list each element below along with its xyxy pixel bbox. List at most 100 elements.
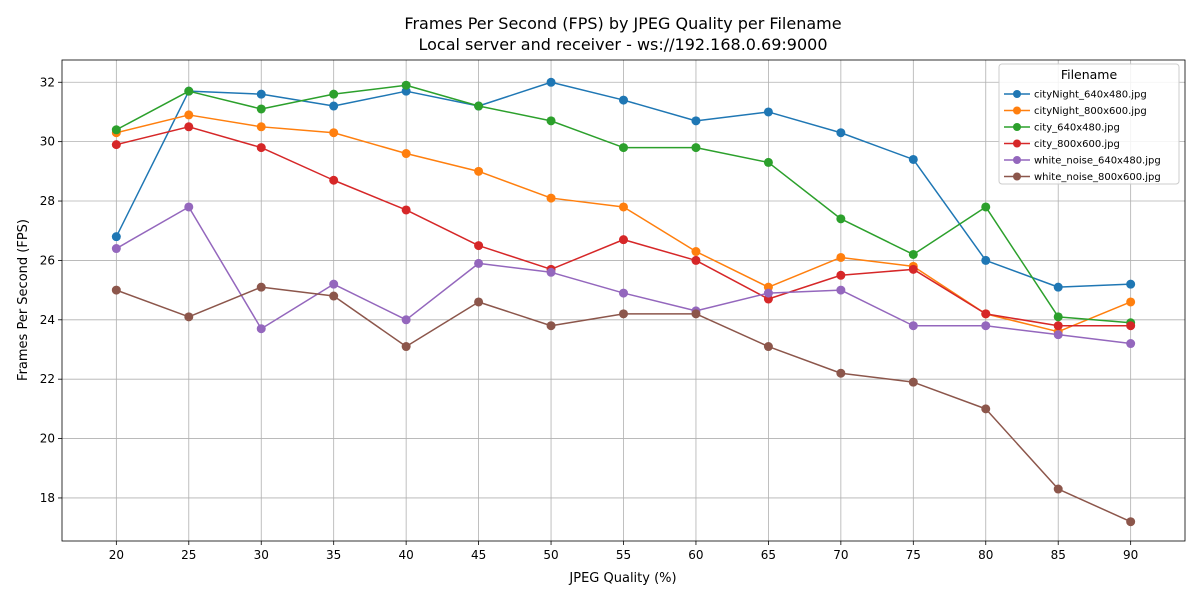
x-tick-label: 70 [833, 548, 848, 562]
data-point [908, 377, 918, 387]
data-point [401, 80, 411, 90]
series-layer [111, 77, 1136, 527]
legend-item: white_noise_640x480.jpg [1004, 156, 1161, 167]
data-point [908, 154, 918, 164]
y-axis: 18 20 22 24 26 28 30 32 [40, 75, 62, 505]
data-point [546, 77, 556, 87]
x-tick-label: 75 [906, 548, 921, 562]
legend-swatch-marker [1013, 139, 1021, 148]
data-point [184, 110, 194, 120]
data-point [619, 309, 628, 319]
data-point [111, 232, 121, 242]
y-tick-label: 26 [40, 253, 55, 267]
y-tick-label: 30 [40, 135, 55, 149]
data-point [619, 288, 628, 298]
x-tick-label: 80 [978, 548, 993, 562]
legend-swatch-marker [1013, 123, 1021, 131]
series-4 [111, 122, 1136, 331]
x-tick-label: 35 [326, 548, 341, 562]
legend-swatch-marker [1013, 172, 1021, 181]
data-point [836, 368, 846, 378]
data-point [1126, 321, 1136, 331]
data-point [691, 247, 701, 257]
legend-label: white_noise_800x600.jpg [1034, 172, 1161, 183]
data-point [111, 140, 121, 150]
x-tick-label: 25 [181, 548, 196, 562]
data-point [908, 321, 918, 331]
data-point [546, 267, 556, 277]
data-point [111, 125, 121, 135]
data-point [184, 202, 194, 212]
data-point [836, 214, 846, 224]
x-tick-label: 55 [616, 548, 631, 562]
data-point [836, 252, 846, 262]
legend-title: Filename [1061, 67, 1118, 82]
x-tick-label: 85 [1051, 548, 1066, 562]
series-6 [111, 282, 1136, 527]
legend-item: city_800x600.jpg [1004, 139, 1120, 150]
y-tick-label: 22 [40, 372, 55, 386]
legend-label: white_noise_640x480.jpg [1034, 156, 1161, 167]
x-tick-label: 90 [1123, 548, 1138, 562]
data-point [691, 309, 701, 319]
data-point [1053, 321, 1063, 331]
data-point [329, 279, 339, 289]
y-tick-label: 32 [40, 75, 55, 89]
x-tick-label: 45 [471, 548, 486, 562]
data-point [256, 324, 266, 334]
x-tick-label: 65 [761, 548, 776, 562]
data-point [111, 285, 121, 295]
legend-item: cityNight_800x600.jpg [1004, 106, 1147, 117]
data-point [1053, 282, 1063, 292]
series-1 [111, 77, 1136, 292]
data-point [1126, 279, 1136, 289]
y-tick-label: 18 [40, 491, 55, 505]
series-3 [111, 80, 1136, 328]
series-5 [111, 202, 1136, 349]
data-point [546, 116, 556, 126]
data-point [111, 244, 121, 254]
x-tick-label: 50 [543, 548, 558, 562]
x-tick-label: 30 [254, 548, 269, 562]
data-point [1053, 312, 1063, 322]
legend-item: cityNight_640x480.jpg [1004, 90, 1147, 101]
data-point [256, 282, 266, 292]
y-axis-label: Frames Per Second (FPS) [16, 219, 31, 381]
data-point [184, 122, 194, 132]
x-tick-label: 20 [109, 548, 124, 562]
data-point [1053, 484, 1063, 494]
data-point [619, 202, 628, 212]
data-point [981, 202, 991, 212]
data-point [691, 116, 701, 126]
y-tick-label: 24 [40, 313, 55, 327]
data-point [908, 264, 918, 274]
data-point [329, 128, 339, 138]
legend: Filename cityNight_640x480.jpg cityNight_… [998, 63, 1180, 185]
legend-label: cityNight_800x600.jpg [1034, 106, 1147, 117]
legend-box [998, 63, 1180, 185]
legend-item: city_640x480.jpg [1004, 123, 1120, 134]
data-point [981, 404, 991, 414]
data-point [763, 288, 773, 298]
y-tick-label: 20 [40, 432, 55, 446]
data-point [329, 89, 339, 99]
legend-label: cityNight_640x480.jpg [1034, 90, 1147, 101]
data-point [619, 95, 628, 105]
data-point [763, 107, 773, 117]
legend-swatch-marker [1013, 90, 1021, 98]
data-point [256, 104, 266, 114]
data-point [691, 255, 701, 265]
data-point [1126, 517, 1136, 527]
data-point [1126, 297, 1136, 307]
data-point [329, 175, 339, 185]
data-point [836, 270, 846, 280]
data-point [691, 143, 701, 153]
data-point [184, 86, 194, 96]
data-point [256, 89, 266, 99]
chart-title: Frames Per Second (FPS) by JPEG Quality … [404, 14, 841, 33]
legend-label: city_800x600.jpg [1034, 139, 1120, 150]
data-point [401, 205, 411, 215]
data-point [763, 342, 773, 352]
data-point [329, 291, 339, 301]
